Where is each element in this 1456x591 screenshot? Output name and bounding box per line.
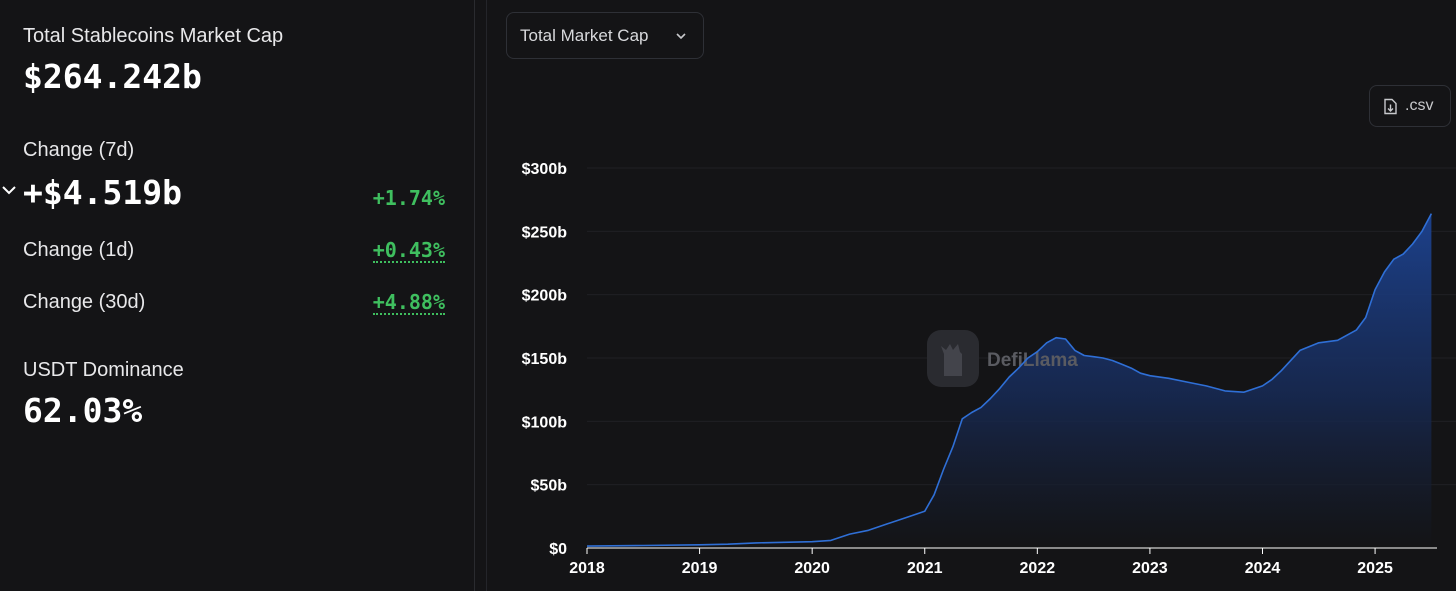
change-7d-percent: +1.74% — [372, 186, 445, 210]
csv-download-button[interactable]: .csv — [1369, 85, 1451, 127]
change-1d-label: Change (1d) — [23, 239, 135, 261]
stablecoin-market-cap-chart: DefiLlama $0 $50b $100b $150b $200b $250b $300… — [522, 161, 1456, 577]
csv-label: .csv — [1405, 97, 1434, 114]
usdt-dominance-value: 62.03% — [23, 391, 143, 430]
y-tick-label: $100b — [522, 414, 568, 431]
y-tick-label: $300b — [522, 161, 568, 178]
x-tick-label: 2019 — [682, 560, 718, 577]
y-tick-label: $50b — [531, 478, 568, 495]
total-market-cap-label: Total Stablecoins Market Cap — [23, 25, 284, 47]
defillama-logo-llama — [941, 344, 962, 376]
metric-select-label: Total Market Cap — [520, 25, 649, 45]
panel-divider — [474, 0, 475, 591]
chevron-down-icon — [676, 33, 686, 40]
x-tick-label: 2020 — [794, 560, 830, 577]
y-tick-label: $0 — [549, 541, 567, 558]
usdt-dominance-label: USDT Dominance — [23, 359, 184, 381]
chevron-down-icon[interactable] — [0, 183, 18, 197]
x-tick-label: 2022 — [1020, 560, 1056, 577]
x-tick-label: 2018 — [569, 560, 605, 577]
download-file-icon — [1384, 98, 1397, 114]
metric-select[interactable]: Total Market Cap — [506, 12, 704, 59]
y-tick-label: $150b — [522, 351, 568, 368]
change-7d-value: +$4.519b — [23, 173, 182, 212]
market-cap-area — [587, 213, 1432, 548]
change-1d-percent[interactable]: +0.43% — [372, 238, 445, 263]
gutter-divider — [486, 0, 487, 591]
watermark: DefiLlama — [927, 330, 1078, 387]
change-7d-label: Change (7d) — [23, 139, 135, 161]
x-tick-label: 2024 — [1245, 560, 1281, 577]
x-tick-label: 2023 — [1132, 560, 1168, 577]
change-30d-percent[interactable]: +4.88% — [372, 290, 445, 315]
stats-panel: Total Stablecoins Market Cap $264.242b C… — [0, 0, 474, 591]
watermark-text: DefiLlama — [987, 350, 1078, 371]
y-tick-label: $200b — [522, 288, 568, 305]
total-market-cap-value: $264.242b — [23, 57, 202, 96]
x-tick-label: 2025 — [1357, 560, 1393, 577]
change-30d-label: Change (30d) — [23, 291, 146, 313]
y-tick-label: $250b — [522, 224, 568, 241]
x-tick-label: 2021 — [907, 560, 943, 577]
market-cap-line — [586, 213, 1433, 547]
